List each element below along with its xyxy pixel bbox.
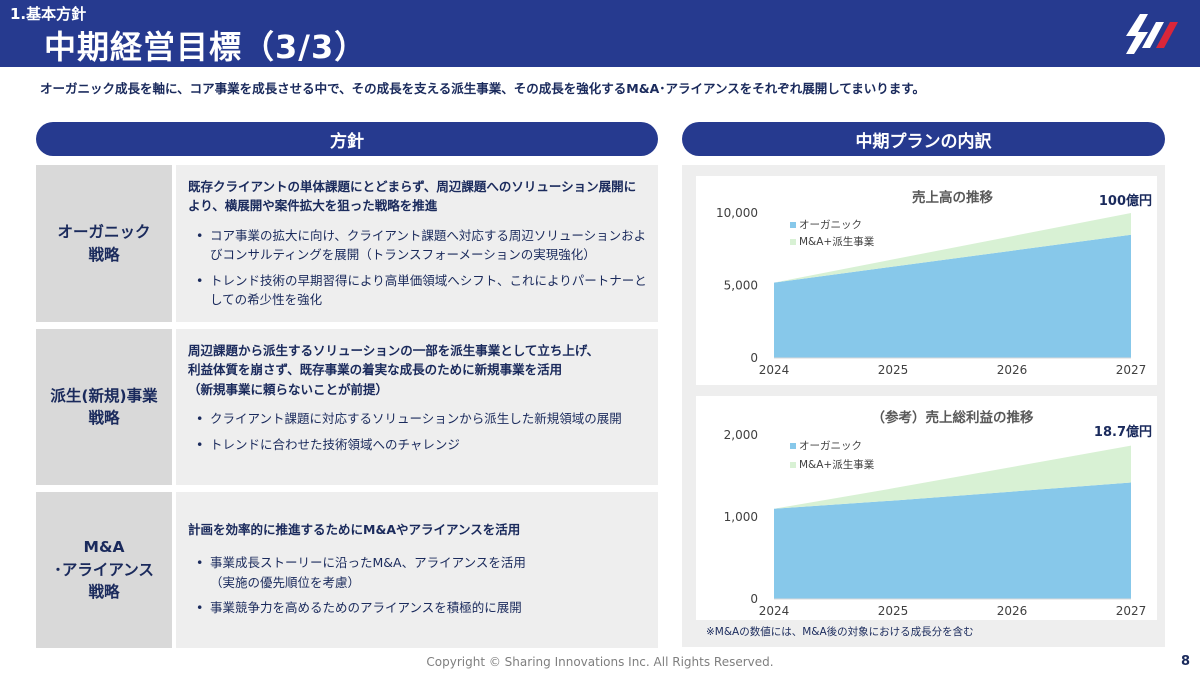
y-tick-label: 2,000 bbox=[724, 428, 758, 442]
x-tick-label: 2024 bbox=[759, 363, 790, 377]
page-number: 8 bbox=[1180, 654, 1190, 669]
ma-footnote: ※M&Aの数値には、M&A後の対象における成長分を含む bbox=[706, 626, 974, 638]
bullet-item: トレンド技術の早期習得により高単価領域へシフト、これによりパートナーと しての希… bbox=[188, 271, 648, 310]
x-tick-label: 2027 bbox=[1116, 604, 1147, 618]
bullet-list: 事業成長ストーリーに沿ったM&A、アライアンスを活用 （実施の優先順位を考慮） … bbox=[188, 553, 648, 618]
bullet-item: 事業競争力を高めるためのアライアンスを積極的に展開 bbox=[188, 598, 648, 618]
legend-swatch bbox=[790, 239, 796, 245]
plan-breakdown-heading: 中期プランの内訳 bbox=[682, 122, 1165, 156]
bullet-line: 事業成長ストーリーに沿ったM&A、アライアンスを活用 bbox=[210, 555, 526, 571]
row-lead-line: 周辺課題から派生するソリューションの一部を派生事業として立ち上げ、 bbox=[188, 343, 600, 358]
row-label-line: オーガニック bbox=[57, 223, 151, 242]
subtitle: オーガニック成長を軸に、コア事業を成長させる中で、その成長を支える派生事業、その… bbox=[40, 81, 926, 96]
header-bar: 1.基本方針 中期経営目標（3/3） bbox=[0, 0, 1200, 67]
row-label-line: 戦略 bbox=[88, 245, 120, 264]
row-label-line: ･アライアンス bbox=[54, 560, 154, 579]
y-tick-label: 10,000 bbox=[716, 206, 758, 220]
y-tick-label: 0 bbox=[750, 592, 758, 606]
bullet-line: びコンサルティングを展開（トランスフォーメーションの実現強化） bbox=[210, 247, 596, 263]
x-tick-label: 2025 bbox=[878, 363, 909, 377]
x-tick-label: 2026 bbox=[997, 604, 1028, 618]
sales-chart-card: 売上高の推移 0 5,000 10,000 2024 2025 2026 2027 オーガニック… bbox=[696, 176, 1157, 385]
area-series-ma-derived bbox=[774, 445, 1131, 509]
x-tick-label: 2026 bbox=[997, 363, 1028, 377]
bullet-line: （実施の優先順位を考慮） bbox=[210, 574, 361, 590]
y-tick-label: 0 bbox=[750, 351, 758, 365]
legend-swatch bbox=[790, 462, 796, 468]
row-label: オーガニック 戦略 bbox=[36, 165, 172, 322]
area-series-organic bbox=[774, 482, 1131, 599]
row-label-line: 派生(新規)事業 bbox=[50, 386, 158, 405]
strategy-row-ma: M&A ･アライアンス 戦略 計画を効率的に推進するためにM&Aやアライアンスを… bbox=[36, 492, 658, 648]
bullet-line: 事業競争力を高めるためのアライアンスを積極的に展開 bbox=[210, 600, 522, 616]
bullet-line: クライアント課題に対応するソリューションから派生した新規領域の展開 bbox=[210, 411, 622, 427]
bullet-list: コア事業の拡大に向け、クライアント課題へ対応する周辺ソリューションおよ びコンサ… bbox=[188, 226, 648, 310]
row-body: 計画を効率的に推進するためにM&Aやアライアンスを活用 事業成長ストーリーに沿っ… bbox=[176, 492, 658, 648]
row-lead: 周辺課題から派生するソリューションの一部を派生事業として立ち上げ、 利益体質を崩… bbox=[188, 341, 648, 399]
legend-label: M&A+派生事業 bbox=[799, 458, 875, 471]
policy-heading: 方針 bbox=[36, 122, 658, 156]
row-label: M&A ･アライアンス 戦略 bbox=[36, 492, 172, 648]
bullet-line: トレンドに合わせた技術領域へのチャレンジ bbox=[210, 436, 460, 452]
strategy-row-organic: オーガニック 戦略 既存クライアントの単体課題にとどまらず、周辺課題へのソリュー… bbox=[36, 165, 658, 322]
row-label-line: 戦略 bbox=[88, 409, 120, 427]
row-lead-line: 利益体質を崩さず、既存事業の着実な成長のために新規事業を活用 bbox=[188, 362, 563, 378]
bullet-item: トレンドに合わせた技術領域へのチャレンジ bbox=[188, 435, 648, 455]
y-tick-label: 5,000 bbox=[724, 279, 758, 293]
page-title: 中期経営目標（3/3） bbox=[44, 28, 368, 66]
y-tick-label: 1,000 bbox=[724, 510, 758, 524]
bullet-line: コア事業の拡大に向け、クライアント課題へ対応する周辺ソリューションおよ bbox=[210, 227, 647, 243]
total-annotation: 100億円 bbox=[1099, 193, 1152, 209]
x-tick-label: 2025 bbox=[878, 604, 909, 618]
bullet-list: クライアント課題に対応するソリューションから派生した新規領域の展開 トレンドに合… bbox=[188, 409, 648, 454]
legend-label: オーガニック bbox=[799, 219, 862, 231]
row-label-line: 戦略 bbox=[88, 583, 120, 602]
legend-label: M&A+派生事業 bbox=[799, 235, 875, 248]
row-label: 派生(新規)事業 戦略 bbox=[36, 329, 172, 485]
x-tick-label: 2024 bbox=[759, 604, 790, 618]
row-body: 既存クライアントの単体課題にとどまらず、周辺課題へのソリューション展開に より、… bbox=[176, 165, 658, 322]
total-annotation: 18.7億円 bbox=[1094, 424, 1152, 440]
bullet-item: コア事業の拡大に向け、クライアント課題へ対応する周辺ソリューションおよ びコンサ… bbox=[188, 226, 648, 265]
chart-title: （参考）売上総利益の推移 bbox=[872, 409, 1034, 426]
gross-profit-chart-card: （参考）売上総利益の推移 0 1,000 2,000 2024 2025 2026 2027 オ… bbox=[696, 396, 1157, 620]
row-lead: 計画を効率的に推進するためにM&Aやアライアンスを活用 bbox=[188, 520, 648, 539]
x-tick-label: 2027 bbox=[1116, 363, 1147, 377]
legend-label: オーガニック bbox=[799, 440, 862, 452]
bullet-line: トレンド技術の早期習得により高単価領域へシフト、これによりパートナーと bbox=[210, 272, 647, 288]
legend-swatch bbox=[790, 443, 796, 449]
bullet-line: しての希少性を強化 bbox=[210, 291, 323, 307]
row-lead-line: より、横展開や案件拡大を狙った戦略を推進 bbox=[188, 198, 438, 214]
row-lead-line: 計画を効率的に推進するためにM&Aやアライアンスを活用 bbox=[188, 522, 521, 537]
chart-title: 売上高の推移 bbox=[912, 189, 993, 206]
gross-profit-area-chart: （参考）売上総利益の推移 0 1,000 2,000 2024 2025 2026 2027 オ… bbox=[724, 409, 1152, 618]
legend-swatch bbox=[790, 222, 796, 228]
company-logo-icon bbox=[1126, 14, 1178, 54]
bullet-item: 事業成長ストーリーに沿ったM&A、アライアンスを活用 （実施の優先順位を考慮） bbox=[188, 553, 648, 592]
row-lead-line: （新規事業に頼らないことが前提） bbox=[188, 381, 389, 397]
row-body: 周辺課題から派生するソリューションの一部を派生事業として立ち上げ、 利益体質を崩… bbox=[176, 329, 658, 485]
section-label: 1.基本方針 bbox=[10, 5, 87, 23]
copyright: Copyright © Sharing Innovations Inc. All… bbox=[426, 655, 774, 669]
row-label-line: M&A bbox=[83, 538, 125, 557]
row-lead: 既存クライアントの単体課題にとどまらず、周辺課題へのソリューション展開に より、… bbox=[188, 177, 648, 216]
sales-area-chart: 売上高の推移 0 5,000 10,000 2024 2025 2026 2027 オーガニック… bbox=[716, 189, 1152, 377]
row-lead-line: 既存クライアントの単体課題にとどまらず、周辺課題へのソリューション展開に bbox=[188, 179, 637, 194]
strategy-row-derived: 派生(新規)事業 戦略 周辺課題から派生するソリューションの一部を派生事業として… bbox=[36, 329, 658, 485]
bullet-item: クライアント課題に対応するソリューションから派生した新規領域の展開 bbox=[188, 409, 648, 429]
area-series-organic bbox=[774, 234, 1131, 358]
